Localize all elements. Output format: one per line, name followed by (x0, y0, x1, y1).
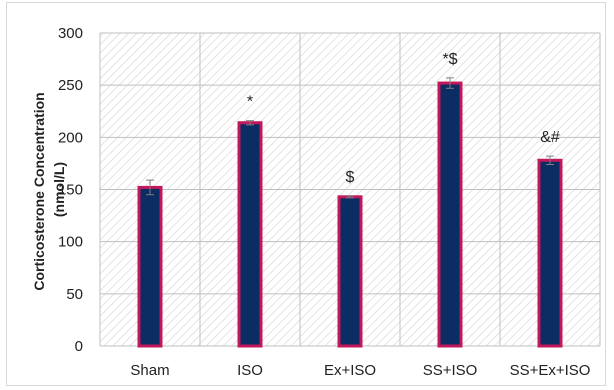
bar-SS+ISO (437, 81, 463, 348)
y-tick-labels: 0 50 100 150 200 250 300 (58, 25, 83, 355)
x-tick-labels: Sham ISO Ex+ISO SS+ISO SS+Ex+ISO (130, 362, 590, 379)
significance-label: * (247, 94, 253, 111)
bar-Ex+ISO (337, 195, 363, 348)
y-axis-label-line-1: Corticosterone Concentration (31, 92, 47, 290)
bar-ISO (237, 121, 263, 348)
significance-label: *$ (442, 51, 457, 68)
y-tick-label: 100 (58, 234, 83, 251)
error-bars (146, 77, 554, 199)
x-tick-label: Sham (130, 362, 169, 379)
x-tick-label: Ex+ISO (324, 362, 376, 379)
bars (137, 81, 563, 348)
y-tick-label: 0 (75, 338, 83, 355)
y-tick-label: 150 (58, 182, 83, 199)
x-tick-label: ISO (237, 362, 263, 379)
significance-label: &# (540, 129, 560, 146)
y-axis-label-line-2: (nmol/L) (51, 162, 67, 217)
y-tick-label: 250 (58, 77, 83, 94)
bar-Sham (137, 185, 163, 348)
y-axis-label: Corticosterone Concentration (nmol/L) (31, 88, 67, 290)
significance-label: $ (346, 169, 355, 186)
y-tick-label: 50 (66, 286, 83, 303)
y-tick-label: 300 (58, 25, 83, 42)
bar-SS+Ex+ISO (537, 158, 563, 348)
x-tick-label: SS+Ex+ISO (510, 362, 591, 379)
significance-labels: *$*$&# (247, 51, 560, 186)
y-tick-label: 200 (58, 129, 83, 146)
x-tick-label: SS+ISO (423, 362, 478, 379)
